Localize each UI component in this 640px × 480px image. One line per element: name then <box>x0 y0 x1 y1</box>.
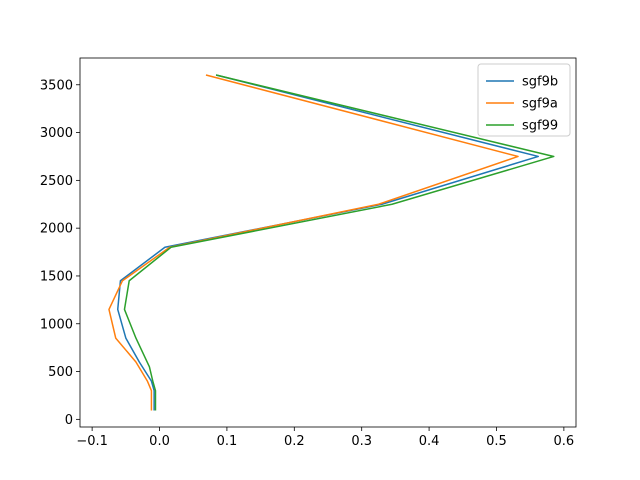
y-tick-label: 1500 <box>40 269 73 284</box>
series-line-sgf9b <box>116 74 540 411</box>
y-tick-label: 1000 <box>40 317 73 332</box>
plot-frame <box>79 57 577 428</box>
x-tick-label: 0.0 <box>149 434 170 449</box>
x-tick-label: 0.2 <box>284 434 305 449</box>
x-tick-label: 0.4 <box>419 434 440 449</box>
legend-label-sgf9a: sgf9a <box>522 97 558 112</box>
x-tick-label: 0.5 <box>486 434 507 449</box>
y-tick-label: 3500 <box>40 78 73 93</box>
x-tick-label: −0.1 <box>76 434 108 449</box>
series-layer <box>108 74 555 411</box>
legend-label-sgf9b: sgf9b <box>522 75 558 90</box>
legend-box <box>477 63 571 137</box>
y-tick-label: 2000 <box>40 222 73 237</box>
y-tick-label: 0 <box>65 413 73 428</box>
axes-layer: −0.1 0.0 0.1 0.2 0.3 0.4 0.5 0.6 0 500 1000 1500 200… <box>40 57 577 449</box>
x-tick-label: 0.3 <box>351 434 372 449</box>
y-tick-label: 500 <box>48 365 73 380</box>
y-tick-label: 3000 <box>40 126 73 141</box>
legend: sgf9b sgf9a sgf99 <box>477 63 571 137</box>
y-tick-label: 2500 <box>40 174 73 189</box>
x-tick-label: 0.1 <box>217 434 238 449</box>
series-line-sgf99 <box>123 74 555 411</box>
x-tick-label: 0.6 <box>554 434 575 449</box>
legend-label-sgf99: sgf99 <box>522 119 558 134</box>
series-line-sgf9a <box>108 74 519 411</box>
